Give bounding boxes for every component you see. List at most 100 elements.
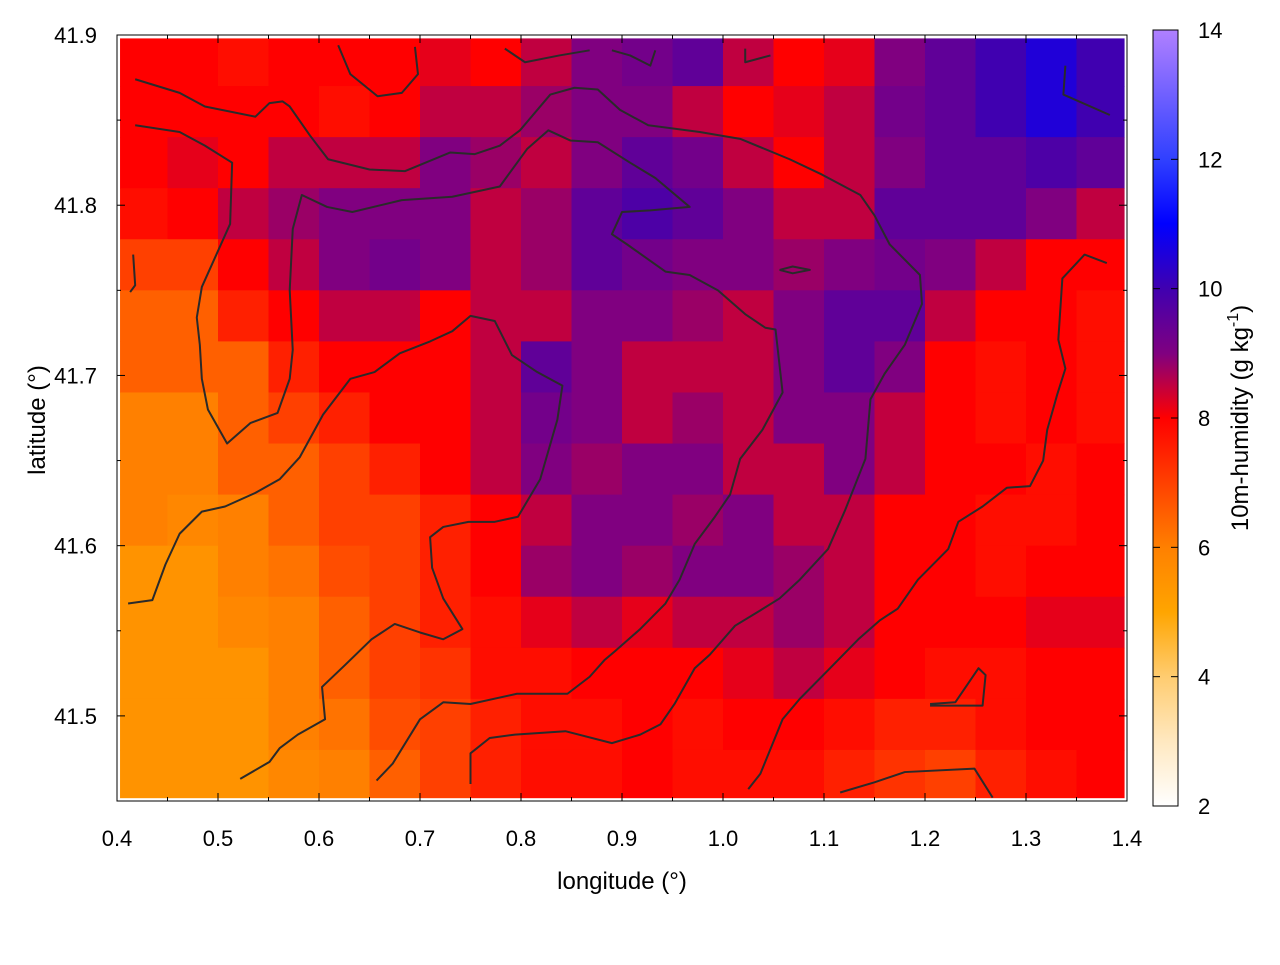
x-tick-label: 1.4	[1112, 826, 1143, 851]
heatmap-cell	[120, 341, 169, 394]
heatmap-cell	[218, 137, 270, 189]
heatmap-cell	[1026, 494, 1078, 547]
heatmap-cell	[824, 443, 876, 496]
heatmap-cell	[723, 443, 775, 496]
heatmap-cell	[319, 545, 371, 598]
heatmap-cell	[723, 698, 775, 751]
heatmap-cell	[1076, 443, 1125, 496]
heatmap-cell	[773, 647, 825, 700]
heatmap-cell	[521, 86, 573, 138]
heatmap-cell	[120, 137, 169, 189]
heatmap-cell	[773, 749, 825, 799]
heatmap-cell	[369, 545, 421, 598]
heatmap-cell	[925, 443, 977, 496]
heatmap-cell	[319, 596, 371, 649]
heatmap-cell	[975, 392, 1027, 445]
heatmap-cell	[1076, 392, 1125, 445]
contour-line	[337, 44, 419, 98]
heatmap-cell	[1076, 596, 1125, 649]
x-tick-label: 0.7	[405, 826, 436, 851]
heatmap-cell	[925, 38, 977, 87]
heatmap-cell	[723, 494, 775, 547]
heatmap-cell	[319, 647, 371, 700]
heatmap-cell	[470, 647, 522, 700]
heatmap-cell	[1026, 188, 1078, 240]
y-tick-label: 41.7	[54, 363, 97, 388]
heatmap-cell	[470, 392, 522, 445]
heatmap-cell	[521, 188, 573, 240]
heatmap-cell	[420, 545, 472, 598]
contour-line	[744, 48, 771, 64]
heatmap-cell	[824, 86, 876, 138]
heatmap-cell	[369, 290, 421, 342]
heatmap-cell	[470, 137, 522, 189]
x-axis-ticks: 0.4 0.5 0.6 0.7 0.8 0.9 1.0 1.1 1.2 1.3 1.4	[102, 35, 1143, 851]
colorbar-label-main: 10m-humidity (g kg	[1227, 327, 1254, 531]
heatmap-cell	[925, 647, 977, 700]
heatmap-cell	[369, 38, 421, 87]
heatmap-cell	[268, 239, 320, 291]
heatmap-cell	[571, 86, 623, 138]
heatmap-cell	[824, 698, 876, 751]
heatmap-cell	[622, 290, 674, 342]
heatmap-cell	[420, 188, 472, 240]
heatmap-cell	[874, 137, 926, 189]
heatmap-cell	[975, 86, 1027, 138]
heatmap-cell	[218, 239, 270, 291]
x-tick-label: 1.3	[1011, 826, 1042, 851]
heatmap-cell	[319, 239, 371, 291]
heatmap-cell	[672, 443, 724, 496]
contour-line	[135, 124, 784, 782]
heatmap-cell	[521, 749, 573, 799]
heatmap-cell	[824, 38, 876, 87]
heatmap-cell	[824, 545, 876, 598]
heatmap-cell	[1026, 596, 1078, 649]
heatmap-cell	[218, 290, 270, 342]
heatmap-cell	[167, 137, 219, 189]
heatmap-cell	[975, 188, 1027, 240]
heatmap-cell	[470, 494, 522, 547]
heatmap-cell	[723, 647, 775, 700]
heatmap-cell	[723, 392, 775, 445]
heatmap-cell	[975, 596, 1027, 649]
heatmap-cell	[268, 38, 320, 87]
heatmap-cell	[319, 86, 371, 138]
y-tick-label: 41.5	[54, 704, 97, 729]
heatmap-cell	[874, 341, 926, 394]
heatmap-cell	[1026, 137, 1078, 189]
heatmap-cell	[319, 341, 371, 394]
heatmap-cell	[319, 494, 371, 547]
heatmap-cell	[470, 86, 522, 138]
heatmap-cell	[672, 188, 724, 240]
heatmap-cell	[167, 290, 219, 342]
heatmap-cell	[420, 749, 472, 799]
heatmap-cell	[925, 596, 977, 649]
heatmap-cell	[521, 698, 573, 751]
heatmap-cell	[925, 239, 977, 291]
heatmap-cell	[571, 392, 623, 445]
heatmap-cell	[120, 698, 169, 751]
heatmap-cell	[874, 647, 926, 700]
heatmap-cell	[975, 38, 1027, 87]
heatmap-cell	[1076, 749, 1125, 799]
heatmap-cell	[120, 494, 169, 547]
x-tick-label: 0.6	[304, 826, 335, 851]
heatmap-cell	[723, 188, 775, 240]
heatmap-cell	[672, 545, 724, 598]
heatmap-cell	[167, 443, 219, 496]
heatmap-cell	[874, 392, 926, 445]
heatmap-cell	[218, 494, 270, 547]
heatmap-cell	[120, 239, 169, 291]
heatmap-cell	[521, 290, 573, 342]
heatmap-cell	[1026, 749, 1078, 799]
heatmap-cell	[975, 545, 1027, 598]
heatmap-cell	[1026, 86, 1078, 138]
heatmap-cell	[571, 239, 623, 291]
heatmap-cell	[773, 443, 825, 496]
heatmap-cell	[420, 392, 472, 445]
heatmap-cell	[120, 749, 169, 799]
heatmap-cell	[319, 392, 371, 445]
heatmap-cell	[824, 647, 876, 700]
heatmap-cell	[218, 749, 270, 799]
colorbar-label-end: )	[1227, 305, 1254, 313]
